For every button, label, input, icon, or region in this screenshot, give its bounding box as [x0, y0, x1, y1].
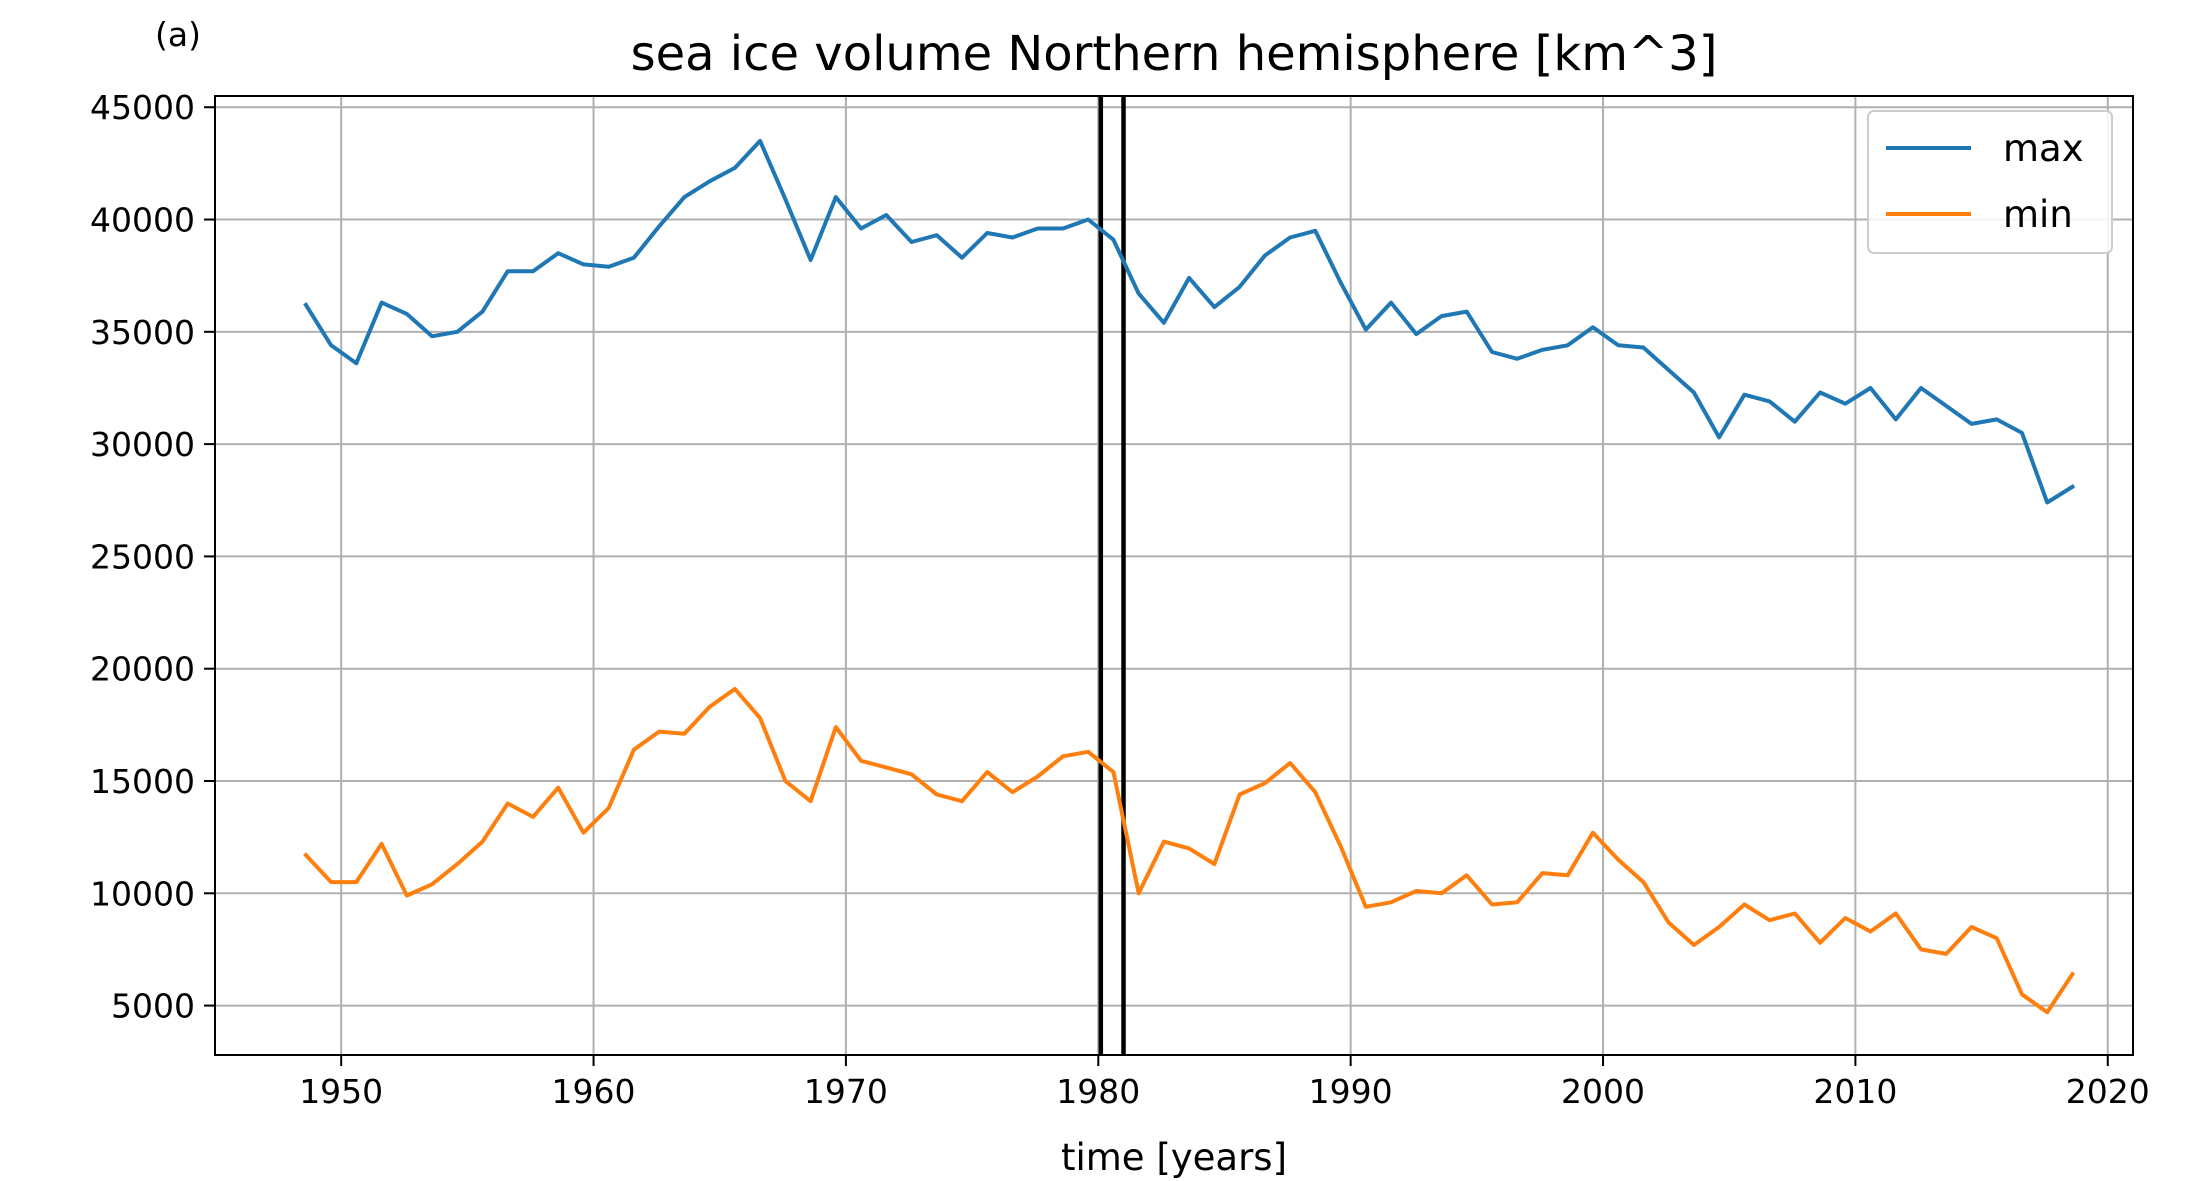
x-tick-label: 1980 — [1056, 1072, 1140, 1111]
panel-label: (a) — [155, 15, 201, 54]
legend-label-max: max — [2003, 127, 2084, 170]
y-tick-label: 25000 — [90, 537, 195, 576]
x-tick-label: 1990 — [1309, 1072, 1393, 1111]
x-tick-label: 1970 — [804, 1072, 888, 1111]
vertical-reference-lines — [1098, 96, 1126, 1055]
plot-frame — [214, 95, 2134, 1056]
legend-label-min: min — [2003, 193, 2073, 236]
x-tick-label: 2010 — [1813, 1072, 1897, 1111]
x-tick-label: 2020 — [2066, 1072, 2150, 1111]
y-tick-label: 20000 — [90, 650, 195, 689]
series-line-max — [303, 138, 2076, 505]
y-tick-label: 5000 — [111, 987, 195, 1026]
grid-lines — [215, 96, 2133, 1055]
x-axis-label: time [years] — [1061, 1136, 1287, 1179]
y-tick-label: 10000 — [90, 874, 195, 913]
x-tick-label: 1960 — [552, 1072, 636, 1111]
series-line-min — [303, 686, 2076, 1015]
y-tick-label: 45000 — [90, 88, 195, 127]
y-tick-label: 35000 — [90, 313, 195, 352]
chart-title: sea ice volume Northern hemisphere [km^3… — [631, 26, 1718, 82]
y-tick-label: 15000 — [90, 762, 195, 801]
axis-ticks: 1950 1960 1970 1980 1990 2000 2010 2020 5000 1000… — [90, 88, 2150, 1111]
y-tick-label: 30000 — [90, 425, 195, 464]
x-tick-label: 1950 — [299, 1072, 383, 1111]
y-tick-label: 40000 — [90, 201, 195, 240]
legend: max min — [1867, 110, 2113, 254]
series-lines — [303, 138, 2076, 1015]
x-tick-label: 2000 — [1561, 1072, 1645, 1111]
